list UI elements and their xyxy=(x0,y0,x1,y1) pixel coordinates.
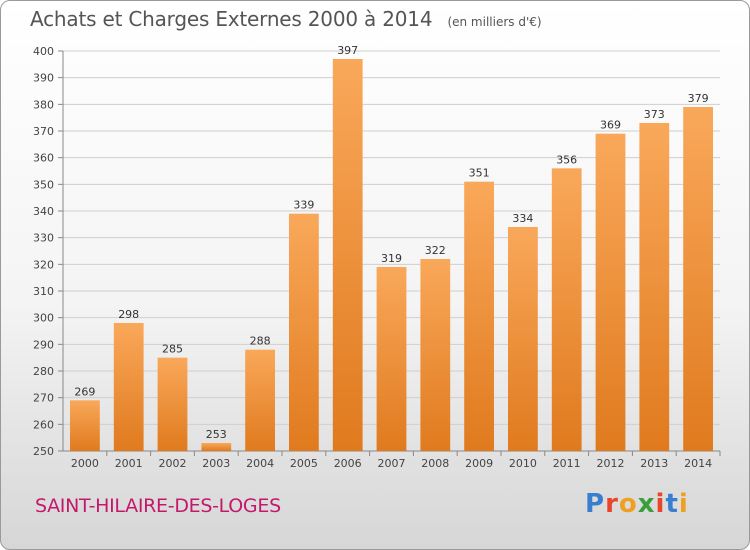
bar xyxy=(551,168,582,452)
value-label: 369 xyxy=(600,119,621,132)
bar xyxy=(70,400,100,451)
value-label: 397 xyxy=(337,44,358,57)
x-tick-label: 2002 xyxy=(159,457,187,470)
y-tick-label: 310 xyxy=(33,285,54,298)
x-tick-label: 2001 xyxy=(115,457,143,470)
value-label: 379 xyxy=(688,92,709,105)
bar xyxy=(639,123,670,451)
y-tick-label: 390 xyxy=(33,72,54,85)
x-tick-label: 2013 xyxy=(640,457,668,470)
bar xyxy=(289,213,319,451)
y-tick-label: 400 xyxy=(33,45,54,58)
value-label: 339 xyxy=(293,199,314,212)
proxiti-logo: Proxiti xyxy=(585,489,689,519)
bar xyxy=(201,443,232,451)
x-tick-label: 2014 xyxy=(684,457,712,470)
y-tick-label: 250 xyxy=(33,445,54,458)
y-tick-label: 320 xyxy=(33,258,54,271)
tick-labels: 250 260 270 280 290 300 310 320 330 340 350 360 370 3… xyxy=(33,45,712,470)
value-label: 285 xyxy=(162,343,183,356)
bar xyxy=(332,59,363,451)
y-tick-label: 330 xyxy=(33,232,54,245)
value-label: 269 xyxy=(74,385,95,398)
bars xyxy=(70,59,713,452)
logo-letter: o xyxy=(618,489,638,519)
y-tick-label: 350 xyxy=(33,178,54,191)
bar xyxy=(464,181,494,451)
value-label: 351 xyxy=(469,167,490,180)
y-tick-label: 280 xyxy=(33,365,54,378)
value-label: 334 xyxy=(512,212,533,225)
bar xyxy=(420,259,451,451)
bar xyxy=(508,227,538,451)
value-label: 373 xyxy=(644,108,665,121)
bar xyxy=(245,349,275,451)
bar xyxy=(113,323,144,451)
logo-letter: t xyxy=(665,489,679,519)
chart-title: Achats et Charges Externes 2000 à 2014 xyxy=(30,7,433,31)
value-label: 319 xyxy=(381,252,402,265)
value-label: 288 xyxy=(250,335,271,348)
chart-unit: (en milliers d'€) xyxy=(447,15,542,29)
x-tick-label: 2006 xyxy=(334,457,362,470)
logo-letter: r xyxy=(605,489,619,519)
x-tick-label: 2000 xyxy=(71,457,99,470)
y-tick-label: 380 xyxy=(33,98,54,111)
city-name: SAINT-HILAIRE-DES-LOGES xyxy=(35,495,281,517)
x-tick-label: 2012 xyxy=(597,457,625,470)
y-tick-label: 270 xyxy=(33,392,54,405)
value-label: 356 xyxy=(556,153,577,166)
y-tick-label: 290 xyxy=(33,338,54,351)
bar xyxy=(595,133,626,451)
y-tick-label: 300 xyxy=(33,312,54,325)
x-tick-label: 2003 xyxy=(202,457,230,470)
bar xyxy=(683,107,713,451)
y-tick-label: 260 xyxy=(33,418,54,431)
bar xyxy=(376,267,407,451)
chart-title-block: Achats et Charges Externes 2000 à 2014 (… xyxy=(30,7,542,31)
x-tick-label: 2005 xyxy=(290,457,318,470)
x-tick-label: 2011 xyxy=(553,457,581,470)
x-tick-label: 2007 xyxy=(378,457,406,470)
x-tick-label: 2004 xyxy=(246,457,274,470)
value-label: 253 xyxy=(206,428,227,441)
value-label: 298 xyxy=(118,308,139,321)
x-tick-label: 2009 xyxy=(465,457,493,470)
value-labels: 269 298 285 253 288 339 397 319 322 351 334 356 369 3… xyxy=(74,44,708,441)
y-tick-label: 340 xyxy=(33,205,54,218)
logo-letter: P xyxy=(585,489,606,519)
y-tick-label: 370 xyxy=(33,125,54,138)
x-tick-label: 2010 xyxy=(509,457,537,470)
x-tick-label: 2008 xyxy=(421,457,449,470)
y-tick-label: 360 xyxy=(33,152,54,165)
bar xyxy=(157,357,188,451)
logo-letter: i xyxy=(678,489,689,519)
value-label: 322 xyxy=(425,244,446,257)
logo-letter: x xyxy=(637,489,656,519)
logo-letter: i xyxy=(655,489,666,519)
